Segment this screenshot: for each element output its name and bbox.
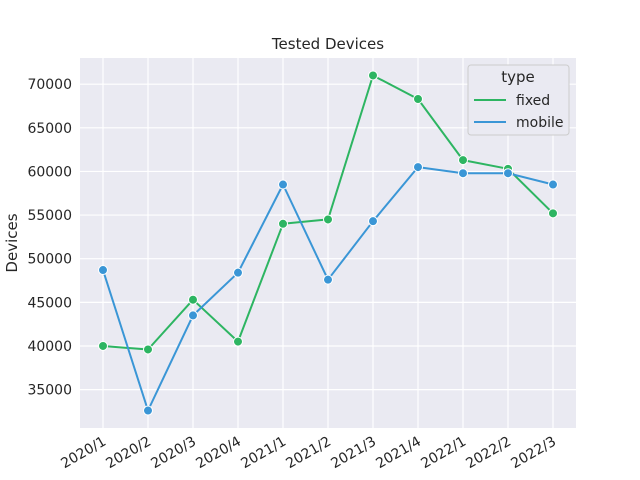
y-tick-label: 60000	[27, 164, 72, 180]
y-tick-label: 65000	[27, 121, 72, 137]
data-point-fixed	[143, 344, 153, 355]
data-point-fixed	[188, 294, 198, 305]
data-point-mobile	[458, 168, 468, 179]
y-tick-label: 50000	[27, 252, 72, 268]
y-axis-label: Devices	[3, 213, 21, 272]
data-point-fixed	[98, 340, 108, 351]
y-tick-labels: 35000 40000 45000 50000 55000 60000 65000 70000	[27, 77, 72, 398]
x-tick-label: 2020/3	[148, 434, 199, 472]
data-point-mobile	[413, 162, 423, 173]
x-tick-label: 2022/2	[463, 434, 514, 472]
data-point-mobile	[323, 274, 333, 285]
y-tick-label: 55000	[27, 208, 72, 224]
data-point-mobile	[188, 310, 198, 321]
data-point-mobile	[143, 405, 153, 416]
x-tick-label: 2022/1	[418, 434, 469, 472]
x-tick-label: 2020/4	[193, 434, 244, 473]
y-tick-label: 35000	[27, 383, 72, 399]
data-point-mobile	[368, 216, 378, 227]
x-tick-label: 2021/4	[373, 434, 424, 473]
legend: type fixed mobile	[467, 64, 570, 136]
series-layer	[98, 70, 558, 416]
x-tick-label: 2022/3	[508, 434, 559, 472]
y-tick-label: 45000	[27, 295, 72, 311]
x-tick-label: 2021/3	[328, 434, 379, 472]
data-point-fixed	[413, 94, 423, 105]
data-point-fixed	[323, 214, 333, 225]
data-point-mobile	[503, 168, 513, 179]
data-point-fixed	[368, 70, 378, 81]
data-point-mobile	[278, 179, 288, 190]
legend-label-fixed: fixed	[516, 93, 550, 109]
data-point-mobile	[233, 267, 243, 278]
x-tick-label: 2021/1	[238, 434, 289, 472]
x-tick-label: 2020/2	[103, 434, 154, 472]
data-point-fixed	[548, 208, 558, 219]
y-tick-label: 70000	[27, 77, 72, 93]
data-point-fixed	[233, 336, 243, 347]
legend-label-mobile: mobile	[516, 115, 563, 131]
x-tick-labels: 2020/12020/22020/32020/42021/12021/22021…	[58, 434, 559, 473]
series-fixed	[98, 70, 558, 355]
y-tick-label: 40000	[27, 339, 72, 355]
data-point-mobile	[548, 179, 558, 190]
legend-box	[467, 64, 570, 136]
x-gridlines	[102, 58, 554, 428]
data-point-mobile	[98, 265, 108, 276]
chart-title: Tested Devices	[271, 35, 384, 53]
x-tick-label: 2021/2	[283, 434, 334, 472]
legend-title: type	[501, 68, 535, 86]
series-mobile	[98, 162, 558, 416]
data-point-fixed	[458, 155, 468, 166]
x-tick-label: 2020/1	[58, 434, 109, 472]
data-point-fixed	[278, 218, 288, 229]
